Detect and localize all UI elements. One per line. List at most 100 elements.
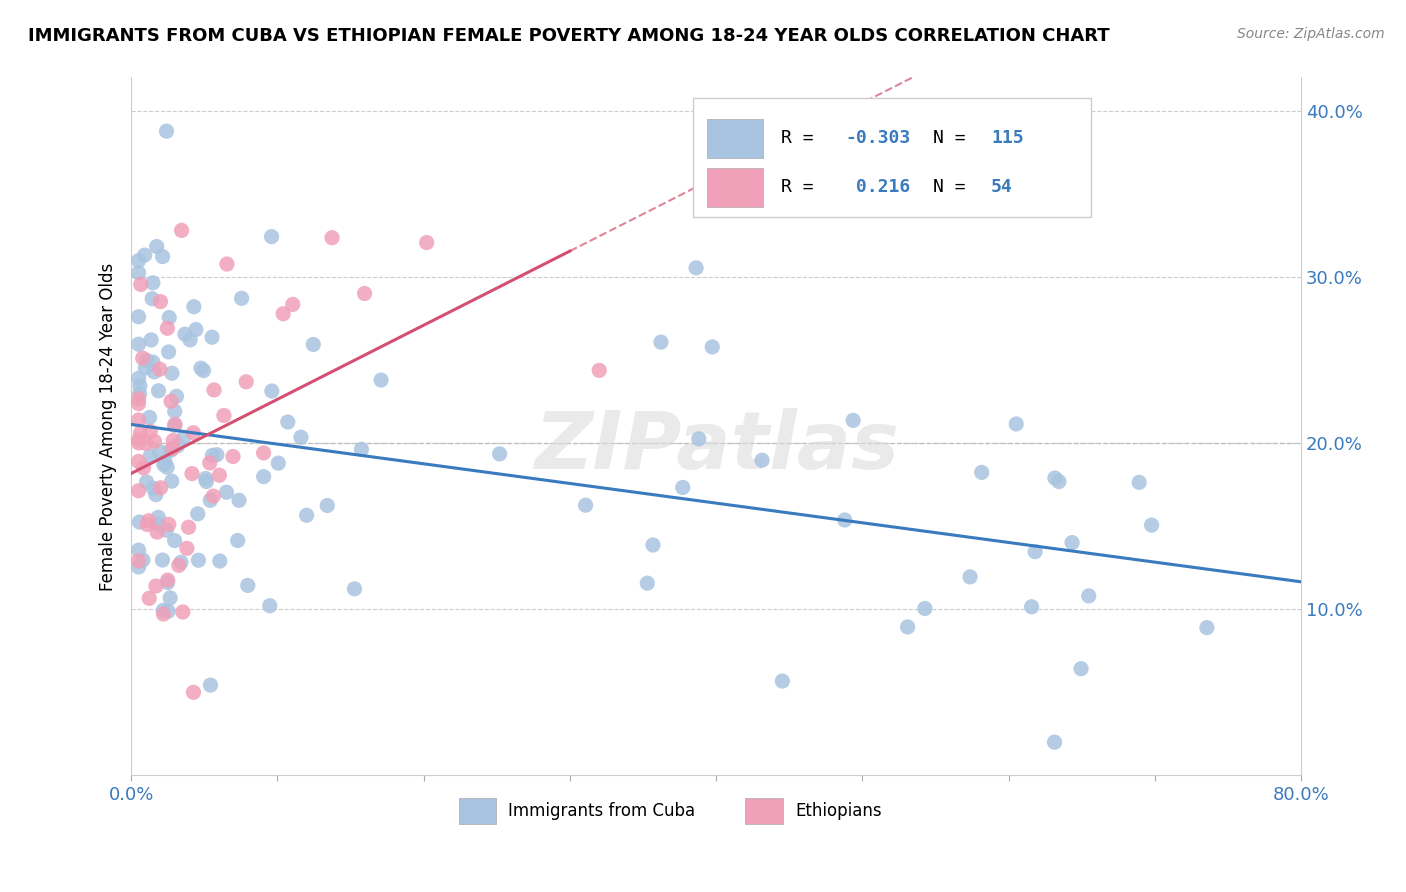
Point xyxy=(751,453,773,467)
Point xyxy=(259,599,281,613)
Point xyxy=(200,493,222,508)
Point xyxy=(226,533,249,548)
Point xyxy=(163,533,186,548)
Point xyxy=(128,253,150,268)
Point xyxy=(138,514,160,528)
Point xyxy=(148,444,170,458)
Point xyxy=(231,291,253,305)
Point xyxy=(271,307,294,321)
Point xyxy=(959,570,981,584)
Point xyxy=(159,443,181,458)
Point xyxy=(162,442,184,456)
Point xyxy=(142,355,165,369)
Point xyxy=(129,277,152,292)
Point xyxy=(139,333,162,347)
Point xyxy=(688,432,710,446)
Point xyxy=(201,448,224,462)
FancyBboxPatch shape xyxy=(458,797,496,824)
Point xyxy=(290,430,312,444)
Point xyxy=(128,436,150,450)
Point xyxy=(156,460,179,475)
Point xyxy=(167,558,190,573)
Point xyxy=(155,523,177,537)
Point xyxy=(672,480,695,494)
Point xyxy=(574,498,596,512)
Point xyxy=(136,353,159,368)
FancyBboxPatch shape xyxy=(707,169,763,207)
Point xyxy=(128,379,150,393)
Point xyxy=(636,576,658,591)
Point xyxy=(159,591,181,605)
Point xyxy=(260,384,283,398)
Point xyxy=(205,448,228,462)
Point xyxy=(252,446,274,460)
Text: -0.303: -0.303 xyxy=(845,129,910,147)
Point xyxy=(145,579,167,593)
Point xyxy=(260,229,283,244)
Point xyxy=(302,337,325,351)
Point xyxy=(1070,662,1092,676)
Point xyxy=(134,360,156,375)
FancyBboxPatch shape xyxy=(693,98,1091,217)
FancyBboxPatch shape xyxy=(745,797,783,824)
Point xyxy=(316,499,339,513)
Point xyxy=(201,330,224,344)
Text: Ethiopians: Ethiopians xyxy=(796,802,883,820)
Point xyxy=(143,365,166,379)
Point xyxy=(236,578,259,592)
Point xyxy=(139,424,162,438)
FancyBboxPatch shape xyxy=(707,120,763,158)
Point xyxy=(149,294,172,309)
Point xyxy=(156,575,179,590)
Point xyxy=(353,286,375,301)
Point xyxy=(136,517,159,532)
Point xyxy=(165,417,187,432)
Point xyxy=(149,481,172,495)
Point xyxy=(834,513,856,527)
Point xyxy=(181,467,204,481)
Point xyxy=(146,516,169,531)
Point xyxy=(702,340,724,354)
Point xyxy=(141,292,163,306)
Point xyxy=(157,345,180,359)
Point xyxy=(252,469,274,483)
Text: R =: R = xyxy=(780,178,824,196)
Point xyxy=(1128,475,1150,490)
Point xyxy=(202,383,225,397)
Point xyxy=(222,450,245,464)
Point xyxy=(173,430,195,444)
Point xyxy=(321,231,343,245)
Point xyxy=(128,483,150,498)
Point xyxy=(193,363,215,377)
Text: N =: N = xyxy=(932,129,976,147)
Point xyxy=(135,436,157,450)
Point xyxy=(157,604,180,618)
Point xyxy=(1077,589,1099,603)
Point xyxy=(208,554,231,568)
Point xyxy=(163,418,186,433)
Point xyxy=(208,468,231,483)
Point xyxy=(166,439,188,453)
Point xyxy=(370,373,392,387)
Point xyxy=(135,475,157,489)
Point xyxy=(897,620,920,634)
Point xyxy=(685,260,707,275)
Point xyxy=(970,466,993,480)
Point xyxy=(152,603,174,617)
Point xyxy=(177,520,200,534)
Text: 115: 115 xyxy=(991,129,1024,147)
Point xyxy=(128,371,150,385)
Point xyxy=(1043,735,1066,749)
Point xyxy=(195,475,218,489)
Point xyxy=(157,517,180,532)
Point xyxy=(148,384,170,398)
Point xyxy=(139,449,162,463)
Point xyxy=(160,366,183,380)
Point xyxy=(235,375,257,389)
Point xyxy=(152,458,174,472)
Point xyxy=(1021,599,1043,614)
Point xyxy=(149,362,172,376)
Point xyxy=(128,543,150,558)
Point xyxy=(132,460,155,475)
Text: ZIPatlas: ZIPatlas xyxy=(534,409,898,486)
